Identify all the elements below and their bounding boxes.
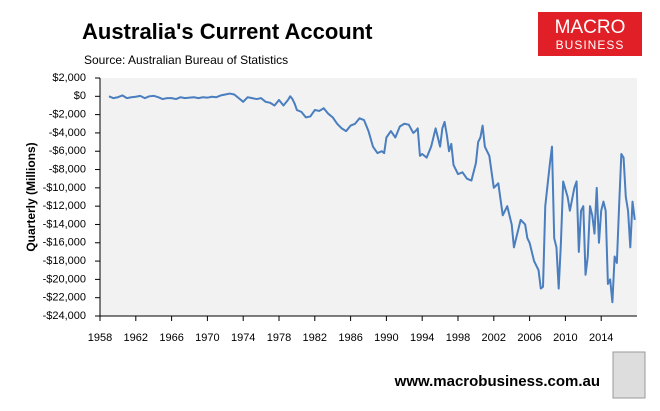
- footer-url: www.macrobusiness.com.au: [394, 373, 600, 390]
- y-tick-label: -$18,000: [43, 255, 86, 267]
- chart-subtitle: Source: Australian Bureau of Statistics: [84, 53, 288, 67]
- x-tick-label: 2002: [482, 332, 506, 344]
- x-tick-label: 1986: [338, 332, 362, 344]
- y-tick-label: -$12,000: [43, 200, 86, 212]
- y-tick-label: -$24,000: [43, 310, 86, 322]
- y-tick-label: -$4,000: [49, 127, 86, 139]
- y-tick-label: -$6,000: [49, 145, 86, 157]
- x-tick-label: 2010: [553, 332, 577, 344]
- y-tick-label: -$8,000: [49, 163, 86, 175]
- y-tick-label: -$10,000: [43, 182, 86, 194]
- data-line: [108, 92, 636, 304]
- y-axis-label: Quarterly (Millions): [24, 142, 38, 251]
- chart-title: Australia's Current Account: [82, 19, 373, 44]
- y-tick-label: -$14,000: [43, 218, 86, 230]
- y-tick-label: -$20,000: [43, 273, 86, 285]
- x-tick-label: 2014: [589, 332, 613, 344]
- x-tick-label: 1970: [195, 332, 219, 344]
- x-tick-label: 1990: [374, 332, 398, 344]
- wolf-icon: [612, 351, 646, 399]
- logo-text: BUSINESS: [556, 38, 625, 52]
- x-tick-label: 1974: [231, 332, 255, 344]
- x-tick-label: 1982: [303, 332, 327, 344]
- y-tick-label: $2,000: [52, 72, 86, 84]
- x-tick-label: 1998: [446, 332, 470, 344]
- logo-text: MACRO: [555, 17, 626, 38]
- x-tick-label: 1978: [267, 332, 291, 344]
- x-tick-label: 1962: [124, 332, 148, 344]
- x-tick-label: 1958: [88, 332, 112, 344]
- x-tick-label: 2006: [517, 332, 541, 344]
- y-tick-label: -$16,000: [43, 237, 86, 249]
- x-tick-label: 1966: [159, 332, 183, 344]
- x-tick-label: 1994: [410, 332, 434, 344]
- y-tick-label: -$22,000: [43, 292, 86, 304]
- logo-box: [538, 12, 642, 56]
- plot-area: [100, 78, 637, 316]
- y-tick-label: -$2,000: [49, 109, 86, 121]
- y-tick-label: $0: [74, 90, 86, 102]
